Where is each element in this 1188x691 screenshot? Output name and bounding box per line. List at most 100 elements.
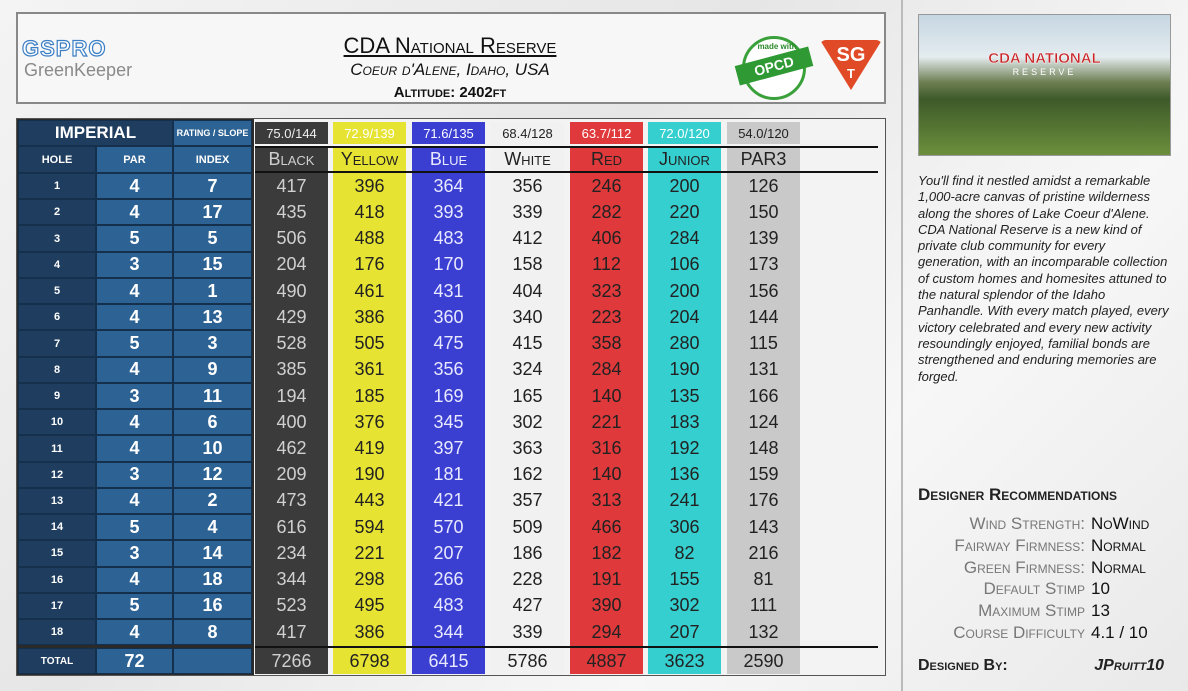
yardage: 431 xyxy=(433,280,464,301)
yardage: 466 xyxy=(591,516,622,537)
index: 8 xyxy=(173,619,252,646)
hole-number: 10 xyxy=(18,409,96,436)
yardage: 356 xyxy=(512,175,543,196)
yardage: 81 xyxy=(753,569,774,590)
yardage: 284 xyxy=(669,228,700,249)
yardage: 200 xyxy=(669,280,700,301)
index: 17 xyxy=(173,199,252,226)
index: 16 xyxy=(173,592,252,620)
yardage: 323 xyxy=(591,280,622,301)
yardage: 344 xyxy=(276,569,307,590)
yardage: 483 xyxy=(433,228,464,249)
badge-top: made with xyxy=(757,42,797,51)
image-label-top: CDA NATIONAL xyxy=(988,50,1101,67)
index: 7 xyxy=(173,173,252,200)
hole-number: 16 xyxy=(18,566,96,593)
yardage: 462 xyxy=(276,438,307,458)
total-label: TOTAL xyxy=(18,648,96,674)
column-header: HOLE xyxy=(18,146,96,173)
yardage: 316 xyxy=(591,438,622,458)
rule xyxy=(255,646,878,648)
yardage: 475 xyxy=(433,333,464,354)
yardage: 207 xyxy=(669,621,700,642)
par: 3 xyxy=(96,382,173,410)
tee-column xyxy=(255,146,328,674)
yardage: 339 xyxy=(512,201,543,222)
yardage: 156 xyxy=(748,280,779,301)
yardage: 158 xyxy=(512,254,543,275)
yardage: 181 xyxy=(433,464,464,485)
yardage: 345 xyxy=(433,411,464,432)
hole-number: 13 xyxy=(18,487,96,515)
yardage: 246 xyxy=(591,175,622,196)
yardage: 363 xyxy=(512,438,543,458)
sg-logo: SG xyxy=(836,44,866,66)
course-location: Coeur d'Alene, Idaho, USA xyxy=(350,60,550,79)
divider xyxy=(901,0,903,691)
recommendation-label: Course Difficulty xyxy=(953,623,1085,642)
yardage: 461 xyxy=(354,280,385,301)
index: 10 xyxy=(173,435,252,462)
yardage: 207 xyxy=(433,542,464,563)
tee-name: Yellow xyxy=(340,149,399,169)
yardage: 191 xyxy=(591,569,622,590)
yardage: 112 xyxy=(592,254,621,275)
tee-column xyxy=(412,146,485,674)
par: 5 xyxy=(96,330,173,357)
total-yardage: 6415 xyxy=(428,650,469,671)
rating-slope: 72.9/139 xyxy=(333,122,406,144)
par: 5 xyxy=(96,592,173,620)
hole-number: 17 xyxy=(18,592,96,620)
hole-number: 7 xyxy=(18,330,96,357)
yardage: 418 xyxy=(354,201,385,222)
yardage: 339 xyxy=(512,621,543,642)
yardage: 358 xyxy=(591,333,622,354)
yardage: 429 xyxy=(276,306,307,327)
yardage: 173 xyxy=(748,254,779,275)
recommendation-label: Maximum Stimp xyxy=(978,601,1085,621)
total-yardage: 6798 xyxy=(349,650,390,671)
yardage: 126 xyxy=(748,175,779,196)
yardage: 412 xyxy=(512,228,543,249)
yardage: 216 xyxy=(748,542,779,563)
hole-number: 12 xyxy=(18,461,96,488)
yardage: 162 xyxy=(512,464,543,485)
yardage: 490 xyxy=(276,280,307,301)
yardage: 266 xyxy=(433,569,464,590)
recommendation-value: Normal xyxy=(1091,557,1146,577)
index: 14 xyxy=(173,540,252,567)
par: 3 xyxy=(96,540,173,567)
yardage: 139 xyxy=(748,228,779,249)
recommendation-value: 10 xyxy=(1091,579,1110,599)
header-box xyxy=(16,12,886,104)
par: 5 xyxy=(96,514,173,541)
yardage: 302 xyxy=(669,595,700,616)
yardage: 192 xyxy=(669,438,700,458)
yardage: 570 xyxy=(433,516,464,537)
total-yardage: 2590 xyxy=(743,650,784,671)
altitude: Altitude: 2402ft xyxy=(393,84,507,101)
yardage: 220 xyxy=(669,201,700,222)
recommendation-value: 13 xyxy=(1091,601,1110,621)
hole-number: 14 xyxy=(18,514,96,541)
yardage: 427 xyxy=(512,595,543,616)
tee-column xyxy=(491,146,564,674)
par: 3 xyxy=(96,251,173,278)
yardage: 106 xyxy=(669,254,700,275)
yardage: 282 xyxy=(591,201,622,222)
yardage: 435 xyxy=(276,201,307,222)
yardage: 360 xyxy=(433,306,464,327)
total-yardage: 7266 xyxy=(271,650,312,671)
index: 15 xyxy=(173,251,252,278)
recommendation-label: Fairway Firmness: xyxy=(954,535,1085,555)
yardage: 421 xyxy=(433,490,464,511)
recommendation-label: Wind Strength: xyxy=(969,514,1086,533)
yardage: 170 xyxy=(433,254,464,275)
yardage: 140 xyxy=(591,464,622,485)
recommendation-value: 4.1 / 10 xyxy=(1091,623,1148,642)
hole-number: 4 xyxy=(18,251,96,278)
yardage: 419 xyxy=(354,438,385,458)
index: 3 xyxy=(173,330,252,357)
yardage: 241 xyxy=(669,490,700,511)
